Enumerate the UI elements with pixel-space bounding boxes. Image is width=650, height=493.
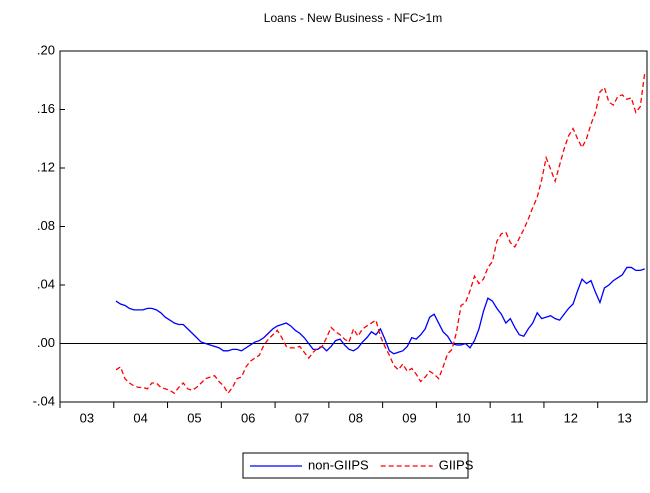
y-tick-label: .00 — [37, 335, 55, 350]
legend-label: non-GIIPS — [308, 457, 369, 472]
x-tick-label: 06 — [241, 410, 255, 425]
x-tick-label: 03 — [80, 410, 94, 425]
series-line — [115, 72, 646, 395]
x-tick-label: 05 — [187, 410, 201, 425]
y-tick-label: -.04 — [33, 393, 55, 408]
plot-frame — [59, 50, 648, 403]
x-tick-label: 04 — [133, 410, 147, 425]
chart-title: Loans - New Business - NFC>1m — [264, 11, 442, 25]
legend-box — [242, 452, 469, 479]
x-tick-label: 13 — [617, 410, 631, 425]
y-tick-label: .04 — [37, 276, 55, 291]
x-tick-label: 12 — [564, 410, 578, 425]
x-tick-label: 07 — [295, 410, 309, 425]
y-tick-label: .08 — [37, 218, 55, 233]
y-tick-label: .20 — [37, 42, 55, 57]
x-tick-label: 11 — [510, 410, 524, 425]
legend-label: GIIPS — [439, 457, 474, 472]
series-line — [115, 266, 645, 355]
x-tick-label: 08 — [349, 410, 363, 425]
x-tick-label: 10 — [456, 410, 470, 425]
y-tick-label: .12 — [37, 159, 55, 174]
x-tick-label: 09 — [402, 410, 416, 425]
y-tick-label: .16 — [37, 101, 55, 116]
